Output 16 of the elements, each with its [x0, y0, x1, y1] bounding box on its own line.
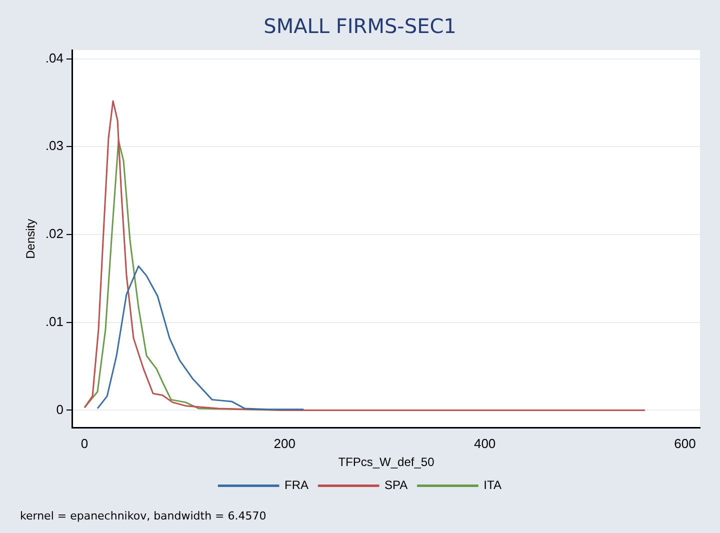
y-tick-label: .03 [45, 138, 64, 154]
y-tick-label: .02 [45, 226, 64, 242]
y-axis-title: Density [24, 218, 38, 259]
x-tick-label: 0 [80, 436, 88, 452]
chart-title: SMALL FIRMS-SEC1 [264, 14, 456, 38]
y-tick-label: .04 [45, 50, 64, 66]
y-tick-label: 0 [56, 402, 64, 417]
x-tick-label: 400 [474, 436, 496, 452]
x-tick-label: 600 [674, 436, 696, 452]
legend-label: ITA [484, 478, 502, 492]
legend-label: SPA [384, 478, 408, 492]
x-tick-label: 200 [274, 436, 296, 452]
x-axis-title: TFPcs_W_def_50 [338, 454, 435, 469]
text: kernel = epanechnikov, bandwidth = 6.4570 [20, 509, 266, 522]
y-tick-label: .01 [45, 314, 64, 329]
legend-label: FRA [284, 478, 309, 492]
